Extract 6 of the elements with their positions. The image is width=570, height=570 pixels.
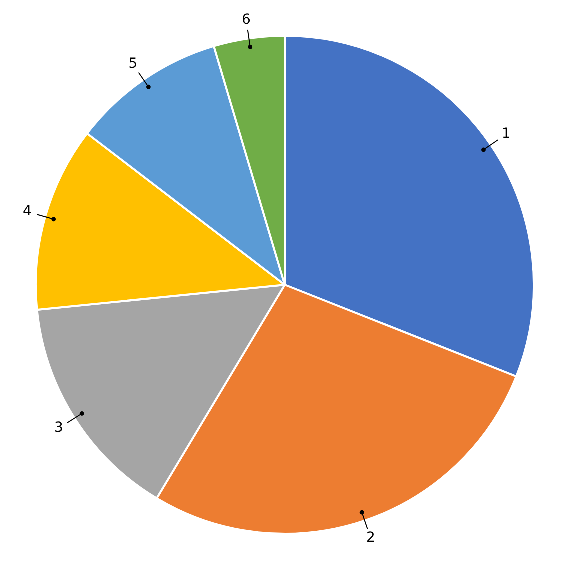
slice-label: 4 bbox=[23, 204, 32, 220]
slice-label: 5 bbox=[128, 56, 138, 72]
slice-label: 6 bbox=[242, 12, 251, 28]
slice-label: 3 bbox=[54, 420, 64, 436]
slice-label: 2 bbox=[366, 530, 376, 546]
slice-label: 1 bbox=[502, 126, 511, 142]
